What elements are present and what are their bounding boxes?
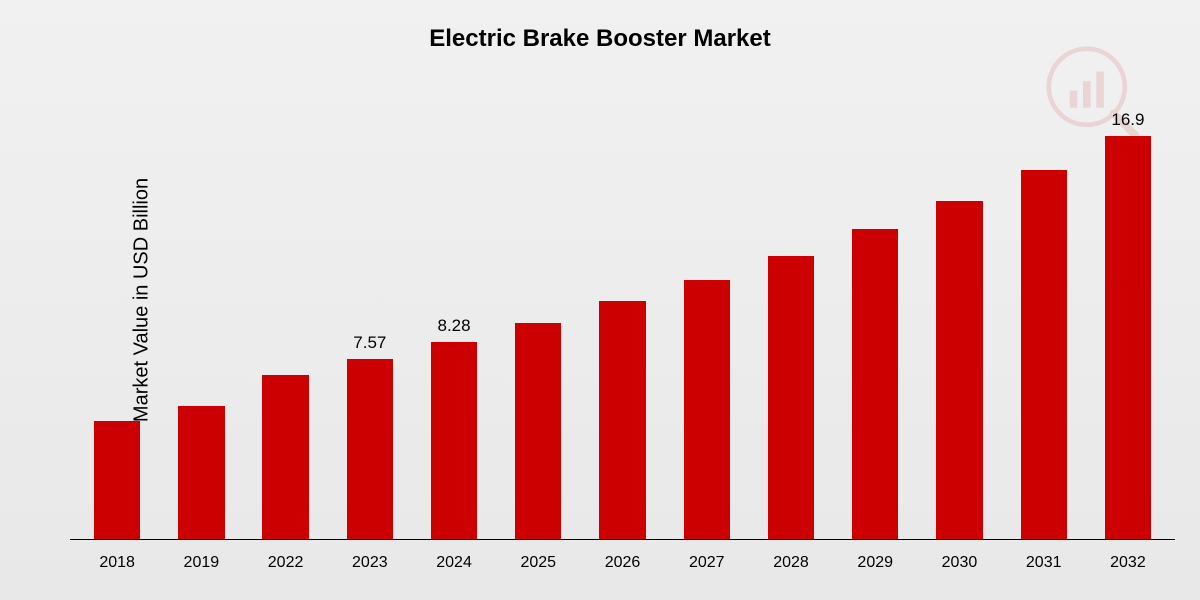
bar [1021, 170, 1067, 540]
x-tick-label: 2025 [496, 554, 580, 572]
bar [178, 406, 224, 540]
bar-slot [159, 110, 243, 540]
bar-slot: 7.57 [328, 110, 412, 540]
x-tick-label: 2030 [917, 554, 1001, 572]
plot-area: 7.57 8.28 16.9 [75, 110, 1170, 540]
bar-value-label: 8.28 [438, 316, 471, 336]
bar [599, 301, 645, 540]
x-tick-label: 2018 [75, 554, 159, 572]
bar-slot [665, 110, 749, 540]
bar-slot [75, 110, 159, 540]
bar [515, 323, 561, 540]
x-axis-baseline [70, 539, 1175, 540]
x-tick-label: 2032 [1086, 554, 1170, 572]
chart-title: Electric Brake Booster Market [0, 25, 1200, 53]
bar-slot: 8.28 [412, 110, 496, 540]
bar [684, 280, 730, 540]
bar-slot [243, 110, 327, 540]
bar [347, 359, 393, 540]
x-tick-label: 2024 [412, 554, 496, 572]
bar-slot [496, 110, 580, 540]
bar [936, 201, 982, 540]
bar [431, 342, 477, 540]
x-tick-label: 2029 [833, 554, 917, 572]
bar-slot [917, 110, 1001, 540]
bar [94, 421, 140, 540]
bars-container: 7.57 8.28 16.9 [75, 110, 1170, 540]
bar-value-label: 16.9 [1111, 110, 1144, 130]
x-tick-label: 2028 [749, 554, 833, 572]
bar-value-label: 7.57 [353, 333, 386, 353]
bar [1105, 136, 1151, 540]
bar-slot [749, 110, 833, 540]
x-tick-label: 2031 [1002, 554, 1086, 572]
x-tick-label: 2026 [580, 554, 664, 572]
x-axis-labels: 2018201920222023202420252026202720282029… [75, 554, 1170, 572]
bar [262, 375, 308, 540]
bar [768, 256, 814, 540]
bar-slot [833, 110, 917, 540]
x-tick-label: 2023 [328, 554, 412, 572]
bar [852, 229, 898, 540]
x-tick-label: 2022 [243, 554, 327, 572]
bar-slot: 16.9 [1086, 110, 1170, 540]
bar-slot [580, 110, 664, 540]
x-tick-label: 2019 [159, 554, 243, 572]
x-tick-label: 2027 [665, 554, 749, 572]
bar-slot [1002, 110, 1086, 540]
